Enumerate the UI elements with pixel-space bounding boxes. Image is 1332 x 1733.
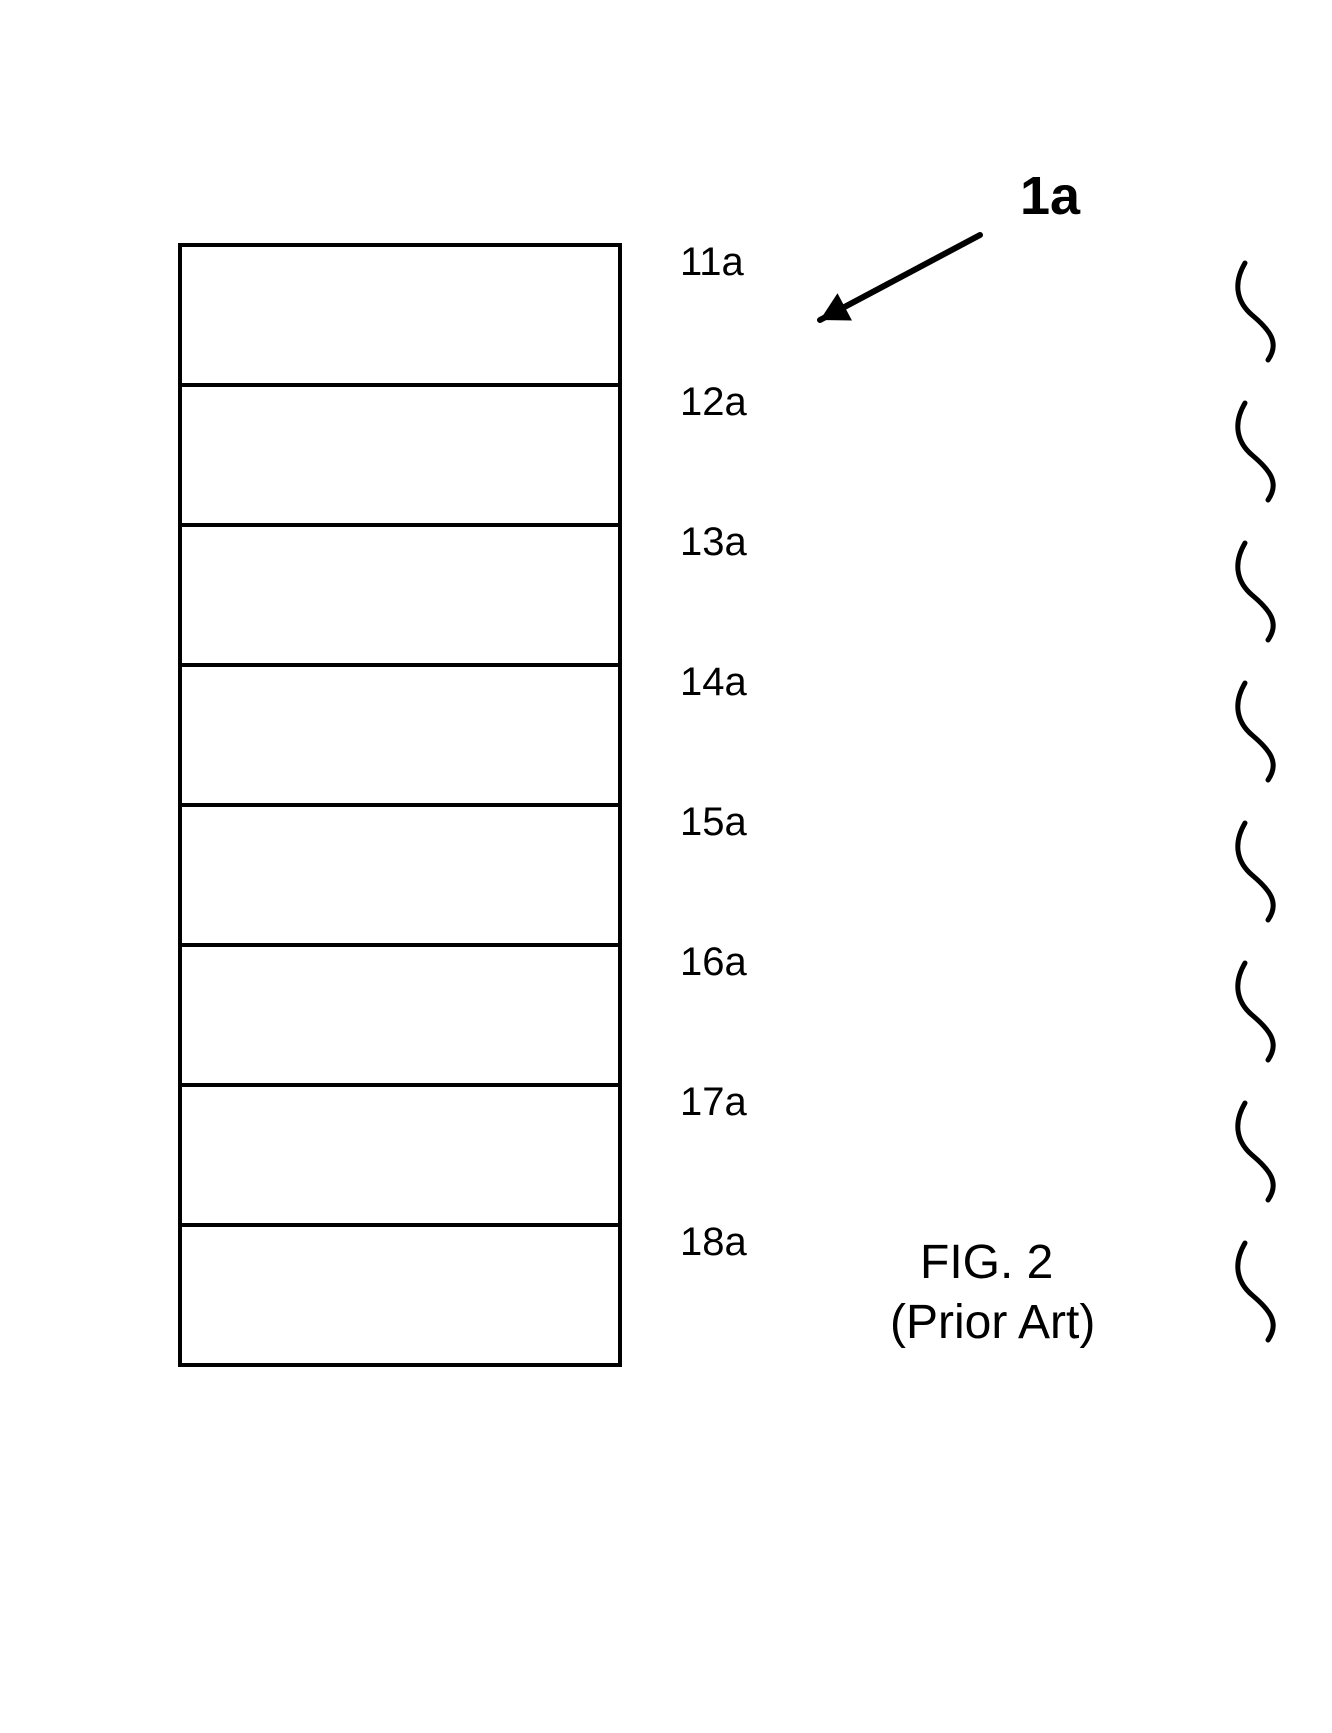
layer-label: 13a <box>680 520 747 565</box>
figure-caption-line1: FIG. 2 <box>920 1235 1053 1290</box>
layer-label: 12a <box>680 380 747 425</box>
figure-caption-line2: (Prior Art) <box>890 1295 1095 1350</box>
diagram-svg <box>0 0 1332 1733</box>
assembly-ref-label: 1a <box>1020 165 1080 227</box>
layer-label: 14a <box>680 660 747 705</box>
layer-label: 16a <box>680 940 747 985</box>
layer-label: 18a <box>680 1220 747 1265</box>
layer-label: 11a <box>680 240 744 285</box>
figure-canvas: 1a FIG. 2 (Prior Art) 11a 12a 13a 14a 15a 16a… <box>0 0 1332 1733</box>
layer-label: 17a <box>680 1080 747 1125</box>
layer-label: 15a <box>680 800 747 845</box>
